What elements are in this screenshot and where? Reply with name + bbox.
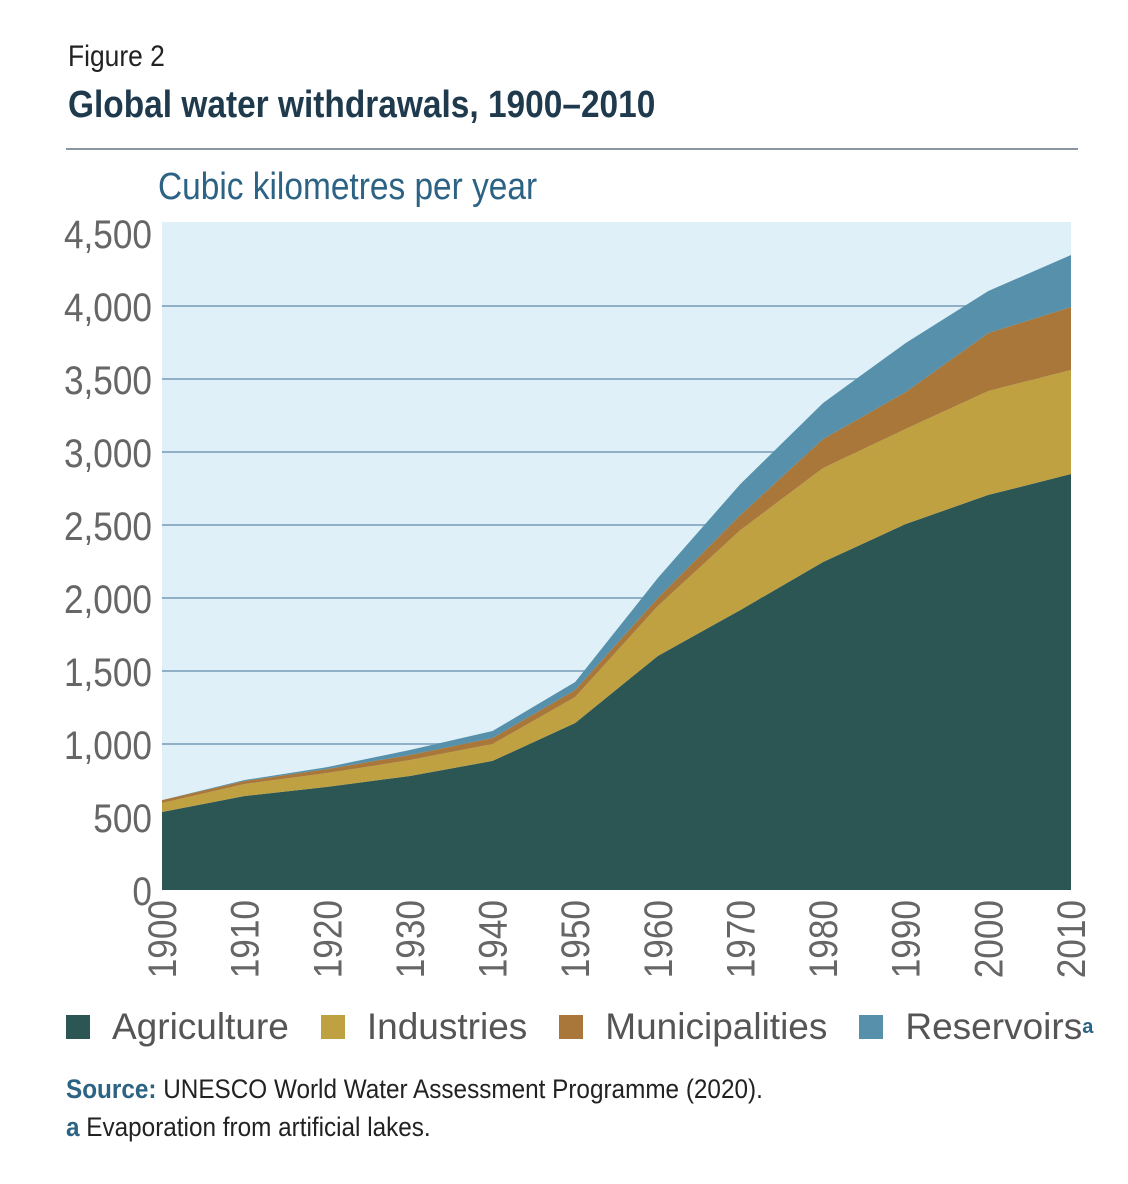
y-tick-label: 4,000 <box>64 285 152 330</box>
legend-item-reservoirs: Reservoirs a <box>859 1006 1093 1048</box>
y-tick-label: 3,500 <box>64 358 152 403</box>
footnote-text: Evaporation from artificial lakes. <box>86 1112 431 1142</box>
legend-item-industries: Industries <box>320 1006 528 1048</box>
y-tick-label: 2,000 <box>64 577 152 622</box>
source-text: UNESCO World Water Assessment Programme … <box>163 1074 763 1104</box>
area-municipalities <box>162 307 1071 803</box>
legend-footnote-marker: a <box>1082 1015 1094 1038</box>
y-axis-label: Cubic kilometres per year <box>158 166 538 208</box>
x-tick-label: 1990 <box>884 900 929 978</box>
legend-label: Municipalities <box>605 1006 828 1047</box>
footnote: a Evaporation from artificial lakes. <box>66 1112 431 1143</box>
y-tick-label: 3,000 <box>64 431 152 476</box>
chart-title: Global water withdrawals, 1900–2010 <box>68 84 656 126</box>
x-tick-label: 1950 <box>553 900 598 978</box>
legend: Agriculture Industries Municipalities Reser… <box>66 1006 1125 1048</box>
x-tick-label: 2010 <box>1049 900 1094 978</box>
title-divider <box>66 148 1078 150</box>
stacked-area-chart: 0 500 1,000 1,500 2,000 2,500 3,000 3,500 4,000 4… <box>64 212 1094 978</box>
figure-label: Figure 2 <box>68 40 165 73</box>
y-tick-label: 1,500 <box>64 650 152 695</box>
y-tick-label: 4,500 <box>64 212 152 257</box>
x-tick-label: 1930 <box>388 900 433 978</box>
legend-label: Agriculture <box>112 1006 289 1047</box>
source-label: Source: <box>66 1074 157 1104</box>
x-tick-label: 1960 <box>636 900 681 978</box>
legend-item-agriculture: Agriculture <box>66 1006 289 1048</box>
x-tick-label: 1920 <box>305 900 350 978</box>
legend-label: Reservoirs <box>905 1006 1083 1047</box>
area-reservoirs <box>162 255 1071 801</box>
y-tick-label: 0 <box>132 869 152 914</box>
y-tick-label: 1,000 <box>64 723 152 768</box>
x-tick-label: 1980 <box>801 900 846 978</box>
x-tick-label: 1940 <box>470 900 515 978</box>
footnote-marker: a <box>66 1112 80 1142</box>
legend-swatch <box>66 1015 90 1039</box>
y-tick-label: 500 <box>93 796 152 841</box>
x-tick-label: 1970 <box>718 900 763 978</box>
x-tick-label: 1910 <box>223 900 268 978</box>
area-agriculture <box>162 474 1071 890</box>
legend-item-municipalities: Municipalities <box>559 1006 827 1048</box>
legend-swatch <box>859 1015 884 1039</box>
source-line: Source: UNESCO World Water Assessment Pr… <box>66 1074 763 1105</box>
legend-swatch <box>320 1015 345 1039</box>
y-tick-label: 2,500 <box>64 504 152 549</box>
x-tick-label: 2000 <box>966 900 1011 978</box>
x-tick-label: 1900 <box>140 900 185 978</box>
legend-swatch <box>559 1015 584 1039</box>
legend-label: Industries <box>366 1006 528 1047</box>
area-industries <box>162 369 1071 813</box>
